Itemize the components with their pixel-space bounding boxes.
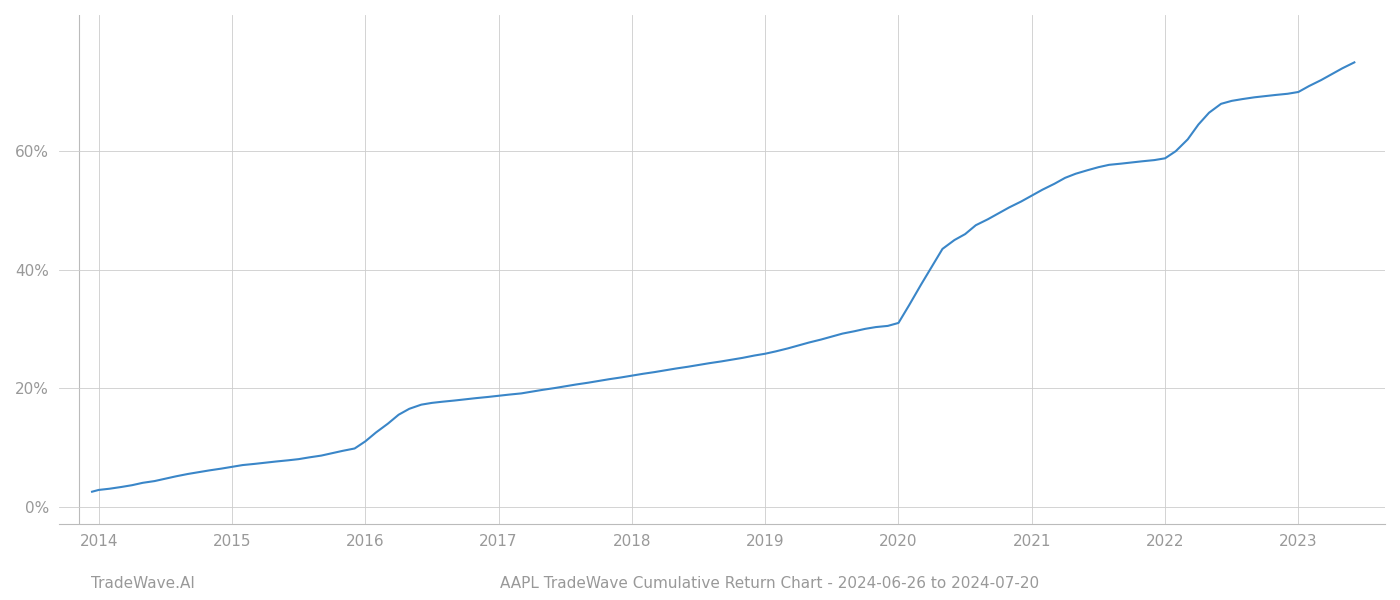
Text: TradeWave.AI: TradeWave.AI (91, 576, 195, 591)
Text: AAPL TradeWave Cumulative Return Chart - 2024-06-26 to 2024-07-20: AAPL TradeWave Cumulative Return Chart -… (500, 576, 1040, 591)
